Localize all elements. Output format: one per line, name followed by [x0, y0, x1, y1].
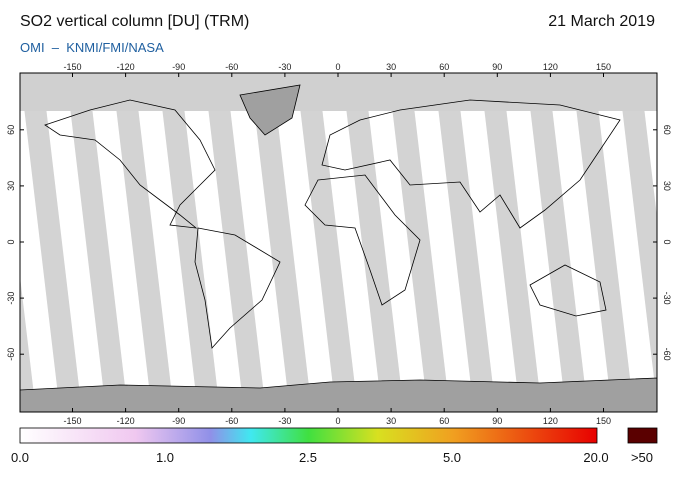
swath-gap: [296, 73, 358, 412]
lon-tick-label: -150: [63, 62, 81, 72]
date: 21 March 2019: [548, 13, 655, 30]
lat-tick-label: 30: [662, 181, 672, 191]
lon-tick-label: 30: [386, 416, 396, 426]
lat-tick-label: 60: [662, 125, 672, 135]
coastlines: [44, 99, 621, 349]
lon-tick-label: 150: [596, 416, 611, 426]
lon-tick-label: 150: [596, 62, 611, 72]
colorbar-overflow: [627, 427, 658, 444]
north-america: [44, 99, 216, 229]
south-america: [194, 227, 281, 349]
swath-gap: [20, 73, 82, 412]
lon-tick-label: -60: [225, 62, 238, 72]
lon-tick-label: -30: [278, 62, 291, 72]
lat-tick-label: 30: [6, 181, 16, 191]
swath-gap: [434, 73, 496, 412]
lon-tick-label: -120: [117, 416, 135, 426]
australia: [529, 264, 607, 317]
lon-tick-label: 0: [335, 416, 340, 426]
lon-tick-label: 0: [335, 62, 340, 72]
lon-tick-label: -120: [117, 62, 135, 72]
colorbar-label: 1.0: [156, 450, 174, 465]
lat-tick-label: -60: [6, 348, 16, 361]
lat-tick-label: -30: [6, 292, 16, 305]
lon-tick-label: -90: [172, 416, 185, 426]
credit: OMI – KNMI/FMI/NASA: [20, 40, 164, 55]
lon-tick-label: 60: [439, 62, 449, 72]
swath-gap: [112, 73, 174, 412]
antarctica: [20, 377, 657, 412]
colorbar-label: 20.0: [583, 450, 608, 465]
lat-tick-label: 0: [662, 239, 672, 244]
swath-gap: [526, 73, 588, 412]
colorbar: [19, 427, 598, 444]
swath-gap: [66, 73, 128, 412]
colorbar-label: 2.5: [299, 450, 317, 465]
lon-tick-label: 90: [492, 62, 502, 72]
lon-tick-label: 60: [439, 416, 449, 426]
lon-tick-label: -90: [172, 62, 185, 72]
lon-tick-label: -150: [63, 416, 81, 426]
lon-tick-label: 90: [492, 416, 502, 426]
colorbar-label: >50: [631, 450, 653, 465]
lat-tick-label: -30: [662, 292, 672, 305]
swath-gap: [342, 73, 404, 412]
africa: [304, 174, 421, 306]
lat-tick-label: -60: [662, 348, 672, 361]
swath-gap: [480, 73, 542, 412]
swath-gap: [250, 73, 312, 412]
lon-tick-label: -60: [225, 416, 238, 426]
swath-gap: [572, 73, 634, 412]
lon-tick-label: 120: [543, 416, 558, 426]
swath-gap: [204, 73, 266, 412]
swath-gap: [158, 73, 220, 412]
colorbar-label: 5.0: [443, 450, 461, 465]
lon-tick-label: 120: [543, 62, 558, 72]
swath-gap: [618, 73, 657, 404]
colorbar-labels: 0.0 1.0 2.5 5.0 20.0 >50: [11, 450, 653, 465]
eurasia: [321, 99, 621, 229]
greenland: [239, 84, 301, 136]
ticks: -150 -150 -120 -120 -90 -90 -60 -60 -30 -30 0 0 30 30…: [6, 62, 672, 426]
title: SO2 vertical column [DU] (TRM): [20, 13, 249, 30]
lon-tick-label: -30: [278, 416, 291, 426]
lon-tick-label: 30: [386, 62, 396, 72]
colorbar-label: 0.0: [11, 450, 29, 465]
swath-gap: [20, 276, 36, 412]
lat-tick-label: 0: [6, 239, 16, 244]
map: [20, 73, 657, 412]
lat-tick-label: 60: [6, 125, 16, 135]
